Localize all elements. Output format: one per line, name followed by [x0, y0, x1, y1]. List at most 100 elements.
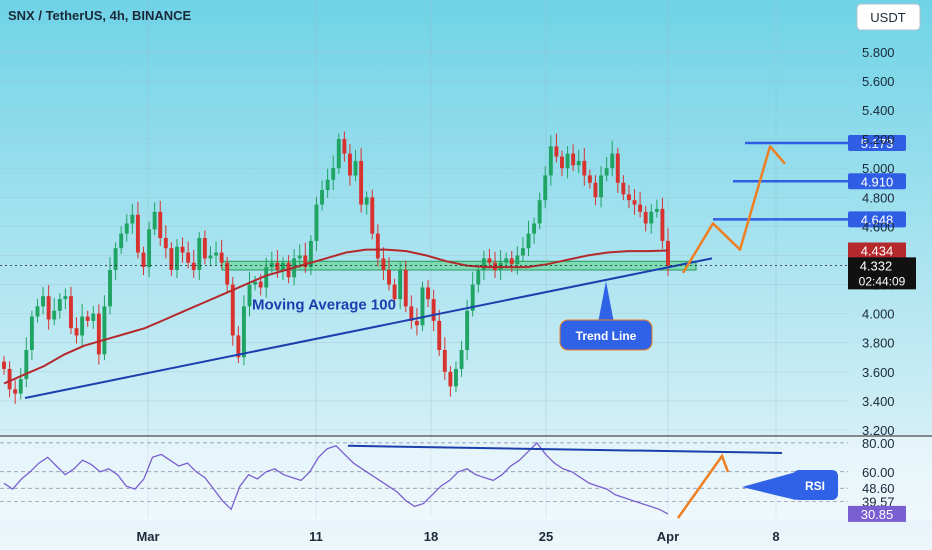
candle-body	[610, 153, 615, 169]
candle-body	[398, 270, 403, 300]
x-tick-label: 8	[772, 529, 779, 544]
trend-callout-text: Trend Line	[576, 329, 637, 343]
x-tick-label: 11	[309, 529, 323, 544]
candle-body	[35, 306, 40, 317]
candle-body	[621, 182, 626, 195]
rsi-value-badge	[848, 505, 906, 522]
candle-body	[520, 248, 525, 256]
candle-body	[342, 139, 347, 154]
x-tick-label: Mar	[136, 529, 159, 544]
currency-button[interactable]	[856, 3, 921, 31]
candle-body	[41, 296, 46, 307]
candle-body	[632, 200, 637, 205]
countdown: 02:44:09	[859, 274, 906, 288]
moving-average-layer	[3, 248, 669, 385]
candle-body	[85, 316, 90, 321]
candle-body	[392, 284, 397, 300]
candle-body	[253, 281, 258, 285]
projection-arrows	[681, 145, 786, 274]
candle-body	[331, 168, 336, 180]
rsi-tick-label: 39.57	[862, 494, 895, 509]
candle-body	[643, 211, 648, 224]
y-tick-label: 3.800	[862, 336, 895, 351]
candle-body	[509, 258, 514, 265]
candle-body	[532, 223, 537, 234]
candle-body	[124, 223, 129, 234]
candle-body	[281, 262, 285, 270]
candle-body	[515, 255, 520, 265]
candle-body	[163, 238, 168, 249]
rsi-tick-label: 60.00	[862, 465, 895, 480]
candle-body	[169, 248, 174, 270]
candle-body	[80, 316, 85, 336]
candle-body	[409, 306, 414, 321]
candle-body	[63, 296, 68, 300]
rsi-callout-text: RSI	[805, 479, 825, 493]
candle-body	[470, 284, 475, 311]
candle-body	[320, 190, 325, 205]
candle-body	[454, 368, 458, 387]
x-tick-label: Apr	[657, 529, 679, 544]
last-price-value: 4.332	[860, 258, 893, 273]
y-tick-label: 4.000	[862, 307, 895, 322]
x-tick-label: 18	[424, 529, 438, 544]
candle-body	[214, 252, 218, 256]
candle-body	[437, 320, 442, 350]
candle-body	[381, 258, 386, 270]
candle-body	[186, 252, 191, 263]
candle-body	[387, 270, 391, 285]
candle-body	[102, 306, 107, 355]
level-badge	[848, 211, 906, 228]
candle-body	[91, 313, 96, 321]
candle-body	[638, 204, 643, 212]
candle-body	[426, 287, 431, 300]
candle-body	[219, 252, 224, 263]
rsi-projection-arrow	[676, 453, 730, 519]
candle-body	[158, 211, 163, 238]
rsi-callout-pointer	[742, 472, 796, 500]
candle-body	[504, 258, 509, 263]
candle-body	[258, 281, 263, 288]
trend-callout-pointer	[598, 281, 614, 323]
candle-body	[403, 270, 408, 307]
candle-body	[18, 379, 23, 394]
candle-body	[135, 214, 140, 253]
candle-body	[370, 197, 375, 234]
candle-body	[13, 389, 18, 394]
candle-body	[565, 153, 570, 169]
candle-body	[130, 214, 135, 224]
candle-body	[626, 194, 631, 201]
ma-annotation: Moving Average 100	[252, 296, 396, 313]
candle-body	[191, 262, 196, 270]
candle-body	[431, 299, 436, 321]
candle-body	[604, 168, 609, 176]
level-value: 5.173	[861, 136, 894, 151]
candle-body	[481, 258, 486, 270]
candle-body	[459, 350, 464, 369]
candle-body	[96, 313, 101, 355]
candle-body	[225, 262, 230, 285]
trend-line-layer	[0, 257, 848, 399]
target-levels: 5.173 4.910 4.648	[713, 135, 906, 228]
candle-body	[29, 316, 34, 350]
candle-body	[275, 262, 280, 270]
candle-body	[448, 371, 453, 387]
rsi-tick-label: 80.00	[862, 436, 895, 451]
candle-body	[599, 175, 603, 198]
candle-body	[147, 229, 152, 268]
candle-body	[69, 296, 73, 329]
candle-body	[571, 153, 576, 166]
level-badge	[848, 135, 906, 152]
candle-body	[2, 361, 6, 369]
candle-body	[303, 255, 308, 268]
candle-body	[152, 211, 157, 230]
candle-body	[236, 335, 241, 358]
candle-body	[666, 240, 670, 266]
trend-callout-box	[559, 319, 653, 351]
trend-line	[24, 257, 713, 399]
candle-body	[46, 296, 51, 320]
x-tick-label: 25	[539, 529, 553, 544]
last-price-badge	[848, 257, 916, 290]
candle-body	[208, 255, 213, 259]
y-tick-label: 3.200	[862, 423, 895, 438]
